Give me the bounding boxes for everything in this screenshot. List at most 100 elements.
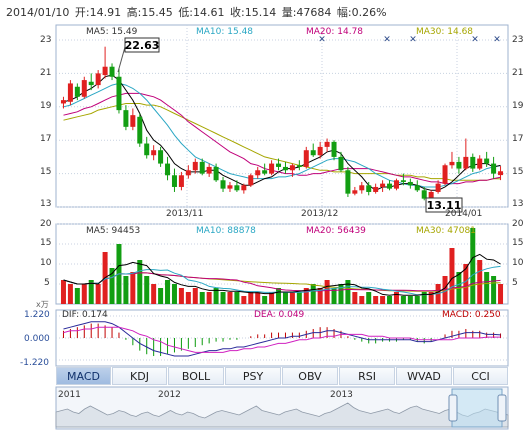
price-ytick-right: 21 xyxy=(512,68,524,78)
price-ytick-right: 15 xyxy=(512,167,524,177)
candle-down xyxy=(331,141,337,157)
volume-ma5-label: MA5: 94453 xyxy=(86,226,141,236)
candle-down xyxy=(109,66,115,77)
candle-up xyxy=(352,190,358,194)
volume-bar-up xyxy=(359,296,365,304)
volume-bar-down xyxy=(366,292,372,304)
volume-bar-up xyxy=(317,288,323,304)
volume-bar-down xyxy=(171,284,177,304)
candle-down xyxy=(387,183,393,189)
candles xyxy=(60,46,504,206)
tab-psy[interactable]: PSY xyxy=(225,367,281,385)
candle-up xyxy=(248,175,254,186)
tab-boll[interactable]: BOLL xyxy=(168,367,224,385)
navigator-right-handle[interactable] xyxy=(497,394,507,422)
volume-bar-up xyxy=(428,292,434,304)
ma5-line xyxy=(63,74,501,191)
candle-down xyxy=(262,170,268,174)
dif-line xyxy=(63,321,501,357)
volume-bar-up xyxy=(206,292,212,304)
price-ytick-right: 17 xyxy=(512,134,524,144)
candle-down xyxy=(414,185,420,191)
volume-bar-up xyxy=(498,284,504,304)
volume-bar-down xyxy=(331,288,337,304)
volume-bar-down xyxy=(338,284,344,304)
tab-obv[interactable]: OBV xyxy=(282,367,338,385)
candle-down xyxy=(116,76,122,111)
volume-bar-down xyxy=(400,296,406,304)
volume-bar-up xyxy=(81,284,87,304)
navigator-area xyxy=(55,402,509,428)
candle-up xyxy=(227,185,233,189)
volume-unit: x万 xyxy=(36,300,49,309)
candle-down xyxy=(338,156,344,171)
tab-wvad[interactable]: WVAD xyxy=(396,367,452,385)
candle-up xyxy=(442,165,448,184)
navigator-year: 2012 xyxy=(158,390,181,400)
volume-bar-down xyxy=(387,296,393,304)
candle-down xyxy=(158,150,164,164)
candle-down xyxy=(220,180,226,189)
volume-ma20-line xyxy=(63,272,501,292)
volume-bar-down xyxy=(414,296,420,304)
navigator-year: 2011 xyxy=(58,390,81,400)
ma10-line xyxy=(63,82,501,188)
volume-bar-up xyxy=(67,284,73,304)
quote-volume: 量:47684 xyxy=(281,6,332,19)
tab-macd[interactable]: MACD xyxy=(56,367,111,385)
price-ytick-left: 23 xyxy=(40,35,52,45)
candle-down xyxy=(165,163,171,176)
volume-ytick-right: 10 xyxy=(512,258,524,268)
volume-bar-down xyxy=(276,288,282,304)
tab-kdj[interactable]: KDJ xyxy=(112,367,167,385)
volume-ma10-label: MA10: 88878 xyxy=(196,226,256,236)
volume-ytick-left: 10 xyxy=(40,258,52,268)
tab-rsi[interactable]: RSI xyxy=(339,367,395,385)
low-marker-box xyxy=(425,197,463,213)
volume-bar-down xyxy=(282,292,288,304)
price-ytick-left: 19 xyxy=(40,101,52,111)
dea-line xyxy=(63,326,501,353)
volume-ytick-right: 5 xyxy=(512,278,518,288)
volume-bar-down xyxy=(199,292,205,304)
candle-up xyxy=(60,100,66,104)
candle-down xyxy=(282,166,288,171)
volume-ytick-left: 15 xyxy=(40,238,52,248)
high-marker-line xyxy=(117,46,126,73)
volume-bar-up xyxy=(241,296,247,304)
candle-up xyxy=(67,83,73,102)
tab-cci[interactable]: CCI xyxy=(453,367,508,385)
candle-down xyxy=(74,86,80,97)
candle-up xyxy=(428,191,434,199)
candle-down xyxy=(144,143,150,156)
high-marker-box xyxy=(124,37,160,53)
macd-value-label: MACD: 0.250 xyxy=(442,310,501,320)
volume-bar-down xyxy=(220,292,226,304)
volume-ytick-right: 15 xyxy=(512,238,524,248)
volume-bar-down xyxy=(310,284,316,304)
candle-up xyxy=(380,183,386,187)
volume-bar-down xyxy=(158,288,164,304)
volume-bar-down xyxy=(484,272,490,304)
volume-bar-up xyxy=(352,292,358,304)
candle-up xyxy=(435,183,441,192)
candle-up xyxy=(206,166,212,174)
volume-bar-up xyxy=(393,292,399,304)
navigator-window[interactable] xyxy=(451,388,503,428)
candle-down xyxy=(407,181,413,186)
macd-lines xyxy=(63,321,501,357)
price-ytick-left: 13 xyxy=(40,199,52,209)
volume-bar-down xyxy=(123,276,129,304)
volume-bar-down xyxy=(345,280,351,304)
navigator-left-handle[interactable] xyxy=(448,394,458,422)
volume-ma20-label: MA20: 56439 xyxy=(306,226,366,236)
price-ma30-label: MA30: 14.68 xyxy=(416,27,474,37)
volume-bar-down xyxy=(74,288,80,304)
event-marker-icon: ✕ xyxy=(471,35,479,45)
volume-bar-up xyxy=(373,296,379,304)
candle-down xyxy=(234,185,240,191)
volume-bar-up xyxy=(95,284,101,304)
volume-bar-down xyxy=(421,292,427,304)
price-ytick-right: 23 xyxy=(512,35,524,45)
